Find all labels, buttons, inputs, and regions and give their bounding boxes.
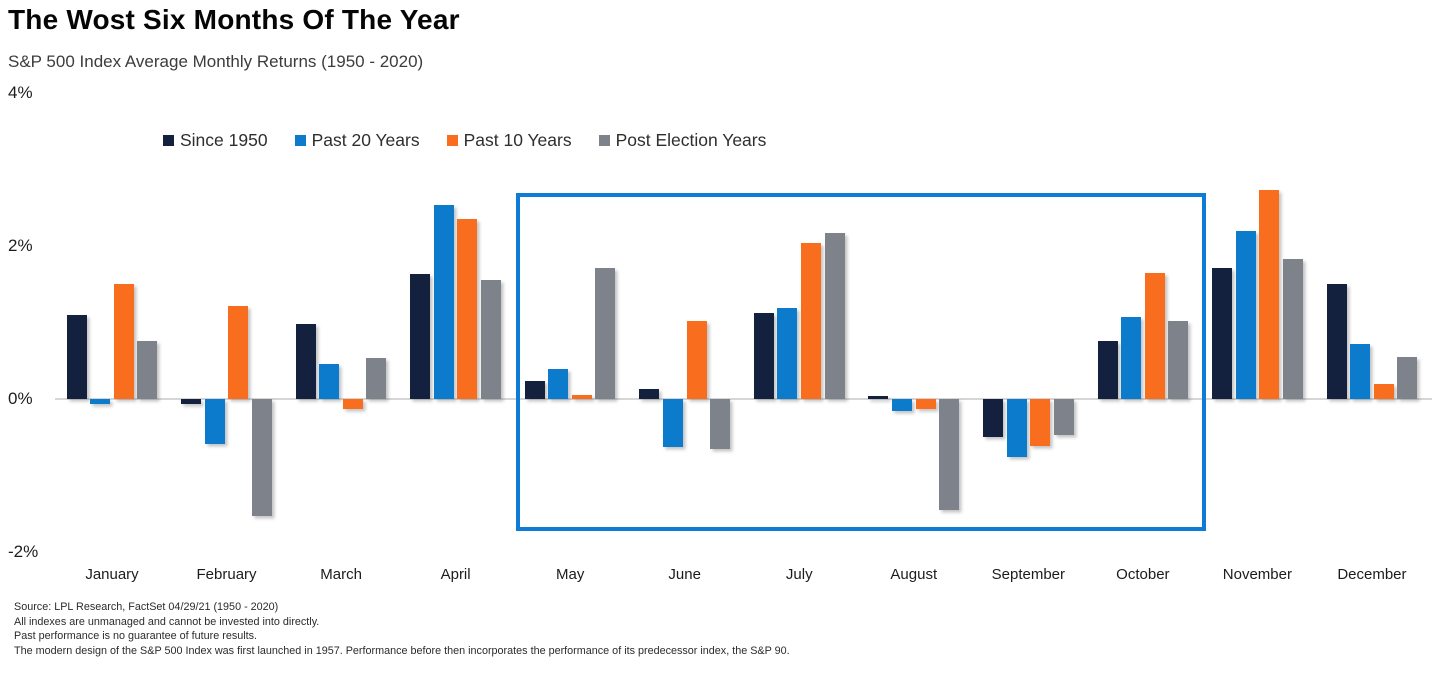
legend-item-since-1950: Since 1950 bbox=[163, 130, 268, 151]
bar-past-20-years-may bbox=[548, 369, 569, 399]
bar-past-20-years-january bbox=[90, 399, 111, 404]
x-axis-label-june: June bbox=[668, 566, 701, 583]
bar-post-election-years-march bbox=[366, 357, 387, 399]
legend-swatch-icon bbox=[294, 135, 306, 146]
legend-item-past-10-years: Past 10 Years bbox=[446, 130, 572, 151]
legend-swatch-icon bbox=[163, 135, 174, 146]
bar-past-10-years-july bbox=[801, 242, 822, 399]
x-axis-label-august: August bbox=[890, 566, 938, 583]
bar-since-1950-june bbox=[639, 389, 660, 399]
x-axis-label-october: October bbox=[1116, 566, 1170, 583]
bar-past-10-years-february bbox=[228, 305, 249, 399]
legend-label: Post Election Years bbox=[615, 130, 767, 150]
bar-past-10-years-december bbox=[1373, 383, 1394, 399]
x-axis-label-january: January bbox=[85, 566, 139, 583]
bar-post-election-years-october bbox=[1168, 320, 1189, 399]
bar-past-20-years-july bbox=[777, 307, 798, 399]
chart-subtitle: S&P 500 Index Average Monthly Returns (1… bbox=[8, 52, 424, 71]
x-axis-label-february: February bbox=[196, 566, 257, 583]
legend-item-past-20-years: Past 20 Years bbox=[294, 130, 420, 151]
chart-title: The Wost Six Months Of The Year bbox=[8, 4, 460, 35]
legend: Since 1950 Past 20 Years Past 10 Years Post… bbox=[163, 130, 766, 151]
x-axis-label-november: November bbox=[1222, 566, 1292, 583]
bar-since-1950-november bbox=[1212, 268, 1233, 399]
bar-post-election-years-june bbox=[710, 399, 730, 449]
bar-past-20-years-june bbox=[662, 399, 683, 448]
y-tick-label: -2% bbox=[8, 542, 39, 561]
x-axis-label-december: December bbox=[1337, 566, 1407, 583]
legend-label: Since 1950 bbox=[180, 130, 268, 150]
legend-swatch-icon bbox=[598, 135, 610, 146]
footnote-line: The modern design of the S&P 500 Index w… bbox=[14, 644, 790, 657]
bar-post-election-years-february bbox=[251, 399, 272, 517]
legend-label: Past 10 Years bbox=[463, 130, 572, 150]
legend-item-post-election-years: Post Election Years bbox=[598, 130, 767, 151]
bar-post-election-years-april bbox=[480, 280, 501, 399]
x-axis-label-april: April bbox=[440, 566, 471, 583]
bar-past-20-years-november bbox=[1235, 230, 1256, 399]
zero-axis-line bbox=[55, 398, 1432, 400]
bar-past-20-years-february bbox=[204, 399, 225, 445]
bar-post-election-years-december bbox=[1397, 356, 1418, 399]
bar-past-20-years-april bbox=[433, 205, 454, 399]
bar-past-10-years-april bbox=[457, 219, 478, 399]
footnote-line: Past performance is no guarantee of futu… bbox=[14, 630, 258, 643]
bar-since-1950-april bbox=[410, 274, 431, 399]
bar-past-10-years-august bbox=[915, 399, 936, 409]
footnote-line: Source: LPL Research, FactSet 04/29/21 (… bbox=[14, 601, 279, 613]
legend-label: Past 20 Years bbox=[311, 130, 420, 150]
bar-post-election-years-november bbox=[1282, 259, 1303, 399]
y-tick-label: 4% bbox=[8, 83, 33, 102]
bar-since-1950-september bbox=[983, 399, 1004, 438]
y-tick-label: 2% bbox=[8, 236, 33, 255]
bar-past-20-years-august bbox=[891, 399, 912, 412]
bar-past-10-years-may bbox=[571, 395, 592, 399]
footnotes: Source: LPL Research, FactSet 04/29/21 (… bbox=[14, 600, 790, 658]
x-axis-label-may: May bbox=[555, 566, 585, 583]
bar-past-10-years-june bbox=[686, 320, 707, 399]
x-axis-label-march: March bbox=[320, 566, 362, 583]
bar-post-election-years-september bbox=[1053, 399, 1074, 435]
x-axis-label-september: September bbox=[991, 566, 1065, 583]
bar-post-election-years-july bbox=[824, 232, 845, 399]
bar-past-10-years-march bbox=[342, 399, 363, 409]
bar-since-1950-january bbox=[66, 314, 87, 399]
bar-post-election-years-may bbox=[595, 268, 616, 399]
bar-past-10-years-january bbox=[113, 284, 134, 399]
bar-since-1950-may bbox=[524, 381, 545, 399]
bar-post-election-years-august bbox=[939, 399, 960, 510]
bar-since-1950-february bbox=[181, 399, 202, 404]
bar-past-10-years-october bbox=[1144, 272, 1165, 399]
bar-since-1950-august bbox=[868, 395, 889, 399]
bar-since-1950-december bbox=[1326, 284, 1347, 399]
bar-post-election-years-january bbox=[137, 340, 158, 399]
bar-past-20-years-september bbox=[1006, 399, 1027, 458]
bar-since-1950-october bbox=[1097, 340, 1118, 399]
legend-swatch-icon bbox=[446, 135, 458, 146]
bar-since-1950-march bbox=[295, 324, 316, 399]
x-axis-label-july: July bbox=[785, 566, 813, 583]
worst-six-months-highlight-box bbox=[516, 193, 1206, 531]
footnote-line: All indexes are unmanaged and cannot be … bbox=[14, 615, 320, 628]
bar-past-20-years-december bbox=[1350, 343, 1371, 399]
bar-past-10-years-september bbox=[1030, 399, 1051, 446]
bar-past-20-years-october bbox=[1121, 317, 1142, 399]
y-tick-label: 0% bbox=[8, 389, 33, 408]
bar-past-20-years-march bbox=[319, 363, 340, 399]
bar-since-1950-july bbox=[753, 313, 774, 399]
bar-past-10-years-november bbox=[1259, 190, 1280, 399]
